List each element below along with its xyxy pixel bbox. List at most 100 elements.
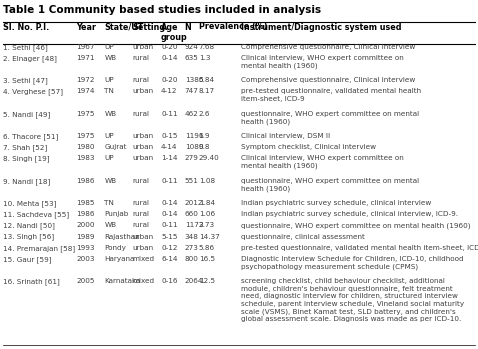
Text: 0-15: 0-15 — [161, 133, 178, 139]
Text: rural: rural — [133, 222, 150, 229]
Text: 279: 279 — [185, 155, 198, 162]
Text: 10. Mehta [53]: 10. Mehta [53] — [3, 200, 56, 207]
Text: 1972: 1972 — [76, 77, 95, 83]
Text: Instrument/Diagnostic system used: Instrument/Diagnostic system used — [241, 22, 402, 31]
Text: 6.9: 6.9 — [199, 133, 210, 139]
Text: urban: urban — [133, 144, 154, 150]
Text: 2064: 2064 — [185, 278, 203, 284]
Text: 2.73: 2.73 — [199, 222, 215, 229]
Text: 6-14: 6-14 — [161, 256, 178, 262]
Text: pre-tested questionnaire, validated mental health item-sheet, ICD-9: pre-tested questionnaire, validated ment… — [241, 245, 478, 251]
Text: 1967: 1967 — [76, 44, 95, 50]
Text: 1986: 1986 — [76, 211, 95, 217]
Text: 5.86: 5.86 — [199, 245, 215, 251]
Text: State/UT: State/UT — [105, 22, 144, 31]
Text: 348: 348 — [185, 233, 198, 240]
Text: questionnaire, clinical assessment: questionnaire, clinical assessment — [241, 233, 365, 240]
Text: Clinical interview, DSM II: Clinical interview, DSM II — [241, 133, 330, 139]
Text: WB: WB — [105, 111, 117, 117]
Text: 1. Sethi [46]: 1. Sethi [46] — [3, 44, 48, 51]
Text: questionnaire, WHO expert committee on mental
health (1960): questionnaire, WHO expert committee on m… — [241, 111, 420, 125]
Text: 12.5: 12.5 — [199, 278, 215, 284]
Text: urban: urban — [133, 245, 154, 251]
Text: 462: 462 — [185, 111, 198, 117]
Text: urban: urban — [133, 44, 154, 50]
Text: Comprehensive questionnaire, Clinical interview: Comprehensive questionnaire, Clinical in… — [241, 44, 415, 50]
Text: 16. Srinath [61]: 16. Srinath [61] — [3, 278, 60, 285]
Text: UP: UP — [105, 155, 114, 162]
Text: Clinical interview, WHO expert committee on
mental health (1960): Clinical interview, WHO expert committee… — [241, 55, 404, 69]
Text: 4. Verghese [57]: 4. Verghese [57] — [3, 88, 63, 95]
Text: 1971: 1971 — [76, 55, 95, 61]
Text: 273: 273 — [185, 245, 198, 251]
Text: Haryana: Haryana — [105, 256, 135, 262]
Text: WB: WB — [105, 55, 117, 61]
Text: TN: TN — [105, 200, 114, 206]
Text: 1-14: 1-14 — [161, 155, 178, 162]
Text: 1974: 1974 — [76, 88, 95, 95]
Text: 1986: 1986 — [76, 178, 95, 184]
Text: 12. Nandi [50]: 12. Nandi [50] — [3, 222, 55, 229]
Text: Pondy: Pondy — [105, 245, 126, 251]
Text: 660: 660 — [185, 211, 198, 217]
Text: TN: TN — [105, 88, 114, 95]
Text: urban: urban — [133, 88, 154, 95]
Text: questionnaire, WHO expert committee on mental health (1960): questionnaire, WHO expert committee on m… — [241, 222, 471, 229]
Text: 0-12: 0-12 — [161, 245, 178, 251]
Text: 747: 747 — [185, 88, 198, 95]
Text: Prevalence (%): Prevalence (%) — [199, 22, 267, 31]
Text: rural: rural — [133, 55, 150, 61]
Text: 1089: 1089 — [185, 144, 203, 150]
Text: 2003: 2003 — [76, 256, 95, 262]
Text: Indian psychiatric survey schedule, clinical interview: Indian psychiatric survey schedule, clin… — [241, 200, 432, 206]
Text: 8. Singh [19]: 8. Singh [19] — [3, 155, 50, 162]
Text: screening checklist, child behaviour checklist, additional
module, children's be: screening checklist, child behaviour che… — [241, 278, 465, 322]
Text: WB: WB — [105, 222, 117, 229]
Text: Punjab: Punjab — [105, 211, 129, 217]
Text: mixed: mixed — [133, 278, 155, 284]
Text: 1386: 1386 — [185, 77, 203, 83]
Text: 5.84: 5.84 — [199, 77, 215, 83]
Text: UP: UP — [105, 133, 114, 139]
Text: 8.17: 8.17 — [199, 88, 215, 95]
Text: 2.6: 2.6 — [199, 111, 210, 117]
Text: 4-14: 4-14 — [161, 144, 178, 150]
Text: WB: WB — [105, 178, 117, 184]
Text: 13. Singh [56]: 13. Singh [56] — [3, 233, 54, 240]
Text: 2. Elnager [48]: 2. Elnager [48] — [3, 55, 57, 62]
Text: 1993: 1993 — [76, 245, 95, 251]
Text: 0-14: 0-14 — [161, 55, 178, 61]
Text: 5-15: 5-15 — [161, 233, 178, 240]
Text: 1989: 1989 — [76, 233, 95, 240]
Text: 2000: 2000 — [76, 222, 95, 229]
Text: 0-20: 0-20 — [161, 77, 178, 83]
Text: UP: UP — [105, 44, 114, 50]
Text: 1975: 1975 — [76, 111, 95, 117]
Text: 7.68: 7.68 — [199, 44, 215, 50]
Text: 2005: 2005 — [76, 278, 95, 284]
Text: 14. Premarajan [58]: 14. Premarajan [58] — [3, 245, 75, 252]
Text: 4-12: 4-12 — [161, 88, 178, 95]
Text: 1173: 1173 — [185, 222, 203, 229]
Text: 1980: 1980 — [76, 144, 95, 150]
Text: Gujrat: Gujrat — [105, 144, 127, 150]
Text: 29.40: 29.40 — [199, 155, 219, 162]
Text: 0-11: 0-11 — [161, 178, 178, 184]
Text: Clinical interview, WHO expert committee on
mental health (1960): Clinical interview, WHO expert committee… — [241, 155, 404, 170]
Text: 551: 551 — [185, 178, 198, 184]
Text: Symptom checklist, Clinical interview: Symptom checklist, Clinical interview — [241, 144, 376, 150]
Text: 1191: 1191 — [185, 133, 203, 139]
Text: rural: rural — [133, 200, 150, 206]
Text: 0-11: 0-11 — [161, 111, 178, 117]
Text: 0-20: 0-20 — [161, 44, 178, 50]
Text: rural: rural — [133, 211, 150, 217]
Text: 0-14: 0-14 — [161, 200, 178, 206]
Text: Diagnostic Interview Schedule for Children, ICD-10, childhood
psychopathology me: Diagnostic Interview Schedule for Childr… — [241, 256, 464, 270]
Text: Year: Year — [76, 22, 96, 31]
Text: 924: 924 — [185, 44, 198, 50]
Text: 0-14: 0-14 — [161, 211, 178, 217]
Text: Sl. No. P.I.: Sl. No. P.I. — [3, 22, 49, 31]
Text: rural: rural — [133, 111, 150, 117]
Text: Indian psychiatric survey schedule, clinical interview, ICD-9.: Indian psychiatric survey schedule, clin… — [241, 211, 458, 217]
Text: 1983: 1983 — [76, 155, 95, 162]
